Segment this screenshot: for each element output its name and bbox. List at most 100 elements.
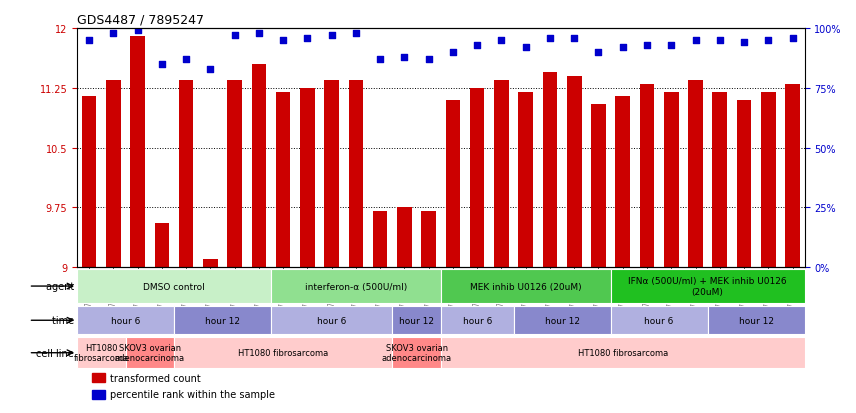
FancyBboxPatch shape <box>514 307 610 334</box>
Text: hour 6: hour 6 <box>645 316 674 325</box>
Bar <box>179 81 193 268</box>
Point <box>82 38 96 44</box>
Text: hour 12: hour 12 <box>739 316 774 325</box>
Bar <box>276 93 290 268</box>
FancyBboxPatch shape <box>174 337 392 368</box>
FancyBboxPatch shape <box>271 270 441 303</box>
Point <box>397 54 412 61</box>
Point <box>713 38 727 44</box>
Point <box>664 42 678 49</box>
Bar <box>688 81 703 268</box>
Text: hour 6: hour 6 <box>111 316 140 325</box>
Bar <box>203 260 217 268</box>
Bar <box>106 81 121 268</box>
Bar <box>737 100 752 268</box>
Text: GDS4487 / 7895247: GDS4487 / 7895247 <box>77 13 204 26</box>
Point <box>373 57 387 63</box>
FancyBboxPatch shape <box>441 337 805 368</box>
Point <box>591 50 605 56</box>
Text: HT1080 fibrosarcoma: HT1080 fibrosarcoma <box>578 349 668 357</box>
Bar <box>92 390 104 399</box>
FancyBboxPatch shape <box>77 337 126 368</box>
Point <box>300 35 314 42</box>
Text: HT1080 fibrosarcoma: HT1080 fibrosarcoma <box>238 349 329 357</box>
Bar <box>252 65 266 268</box>
Point <box>519 45 532 51</box>
Point <box>155 62 169 68</box>
Bar <box>664 93 679 268</box>
Bar <box>591 104 606 268</box>
Text: hour 6: hour 6 <box>317 316 347 325</box>
Bar <box>470 88 484 268</box>
Bar <box>785 85 800 268</box>
Point <box>422 57 436 63</box>
Point <box>615 45 629 51</box>
Point <box>131 28 145 35</box>
Text: MEK inhib U0126 (20uM): MEK inhib U0126 (20uM) <box>470 282 581 291</box>
Point <box>786 35 800 42</box>
Text: hour 12: hour 12 <box>399 316 434 325</box>
Bar <box>130 37 145 268</box>
Point <box>106 31 120 37</box>
Text: hour 12: hour 12 <box>205 316 240 325</box>
Point <box>228 33 241 39</box>
Text: percentile rank within the sample: percentile rank within the sample <box>110 389 275 399</box>
Text: HT1080
fibrosarcoma: HT1080 fibrosarcoma <box>74 343 129 363</box>
FancyBboxPatch shape <box>77 307 174 334</box>
Text: IFNα (500U/ml) + MEK inhib U0126
(20uM): IFNα (500U/ml) + MEK inhib U0126 (20uM) <box>628 277 787 296</box>
Point <box>276 38 290 44</box>
Bar <box>421 212 436 268</box>
Bar <box>300 88 315 268</box>
Bar <box>155 224 169 268</box>
Point <box>324 33 338 39</box>
Text: hour 6: hour 6 <box>462 316 492 325</box>
Text: cell line: cell line <box>36 348 77 358</box>
Point <box>252 31 265 37</box>
Bar <box>373 212 388 268</box>
Bar <box>761 93 776 268</box>
Point <box>762 38 776 44</box>
Bar <box>543 73 557 268</box>
Bar <box>397 208 412 268</box>
Bar <box>567 77 581 268</box>
Bar <box>324 81 339 268</box>
FancyBboxPatch shape <box>271 307 392 334</box>
FancyBboxPatch shape <box>392 307 441 334</box>
Point <box>349 31 363 37</box>
Bar <box>82 97 97 268</box>
Bar <box>446 100 461 268</box>
FancyBboxPatch shape <box>392 337 441 368</box>
Text: time: time <box>52 316 77 325</box>
Point <box>640 42 654 49</box>
Point <box>495 38 508 44</box>
Text: SKOV3 ovarian
adenocarcinoma: SKOV3 ovarian adenocarcinoma <box>382 343 452 363</box>
FancyBboxPatch shape <box>126 337 174 368</box>
Bar <box>519 93 533 268</box>
Bar <box>639 85 654 268</box>
Point <box>446 50 460 56</box>
Point <box>471 42 484 49</box>
Text: SKOV3 ovarian
adenocarcinoma: SKOV3 ovarian adenocarcinoma <box>115 343 185 363</box>
Bar <box>494 81 508 268</box>
Text: DMSO control: DMSO control <box>143 282 205 291</box>
FancyBboxPatch shape <box>441 307 514 334</box>
Point <box>180 57 193 63</box>
FancyBboxPatch shape <box>610 270 805 303</box>
Point <box>543 35 556 42</box>
Text: agent: agent <box>45 281 77 291</box>
Point <box>204 66 217 73</box>
Bar <box>348 81 363 268</box>
Bar <box>92 373 104 382</box>
Point <box>568 35 581 42</box>
Text: interferon-α (500U/ml): interferon-α (500U/ml) <box>305 282 407 291</box>
Point <box>737 40 751 47</box>
Text: transformed count: transformed count <box>110 373 200 382</box>
Point <box>688 38 702 44</box>
Bar <box>712 93 727 268</box>
FancyBboxPatch shape <box>441 270 610 303</box>
FancyBboxPatch shape <box>174 307 271 334</box>
Bar <box>228 81 242 268</box>
FancyBboxPatch shape <box>708 307 805 334</box>
Bar <box>615 97 630 268</box>
FancyBboxPatch shape <box>610 307 708 334</box>
